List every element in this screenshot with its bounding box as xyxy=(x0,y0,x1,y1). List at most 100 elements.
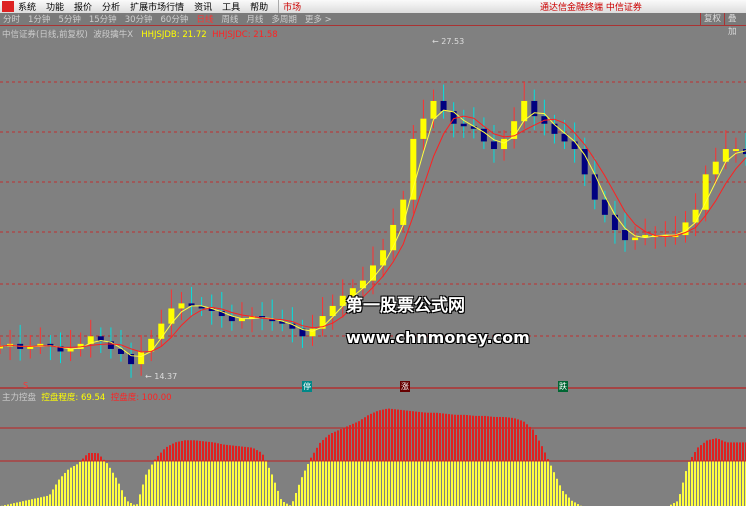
indicator-bar-red xyxy=(499,416,501,462)
candle-body xyxy=(591,174,598,200)
candle-body xyxy=(450,111,457,124)
overlay-button[interactable]: 叠加 xyxy=(724,13,746,37)
period-1min[interactable]: 1分钟 xyxy=(28,15,51,25)
indicator-bar-yellow xyxy=(313,461,315,506)
candle-body xyxy=(107,341,114,349)
period-intraday[interactable]: 分时 xyxy=(3,15,21,25)
indicator-bar-red xyxy=(169,445,171,462)
candle-body xyxy=(622,230,629,241)
indicator-bar-yellow xyxy=(388,461,390,506)
menu-system[interactable]: 系统 xyxy=(18,3,37,13)
indicator-bar-yellow xyxy=(166,461,168,506)
indicator-bar-red xyxy=(409,410,411,462)
indicator-bar-yellow xyxy=(103,461,105,506)
indicator-name[interactable]: 波段擒牛X xyxy=(93,30,134,40)
indicator-bar-yellow xyxy=(172,461,174,506)
indicator-bar-red xyxy=(367,415,369,462)
indicator-bar-yellow xyxy=(298,484,300,506)
app-brand: 通达信金融终端 中信证券 xyxy=(540,3,642,13)
indicator-bar-yellow xyxy=(697,461,699,506)
indicator-bar-red xyxy=(421,412,423,462)
indicator-bar-yellow xyxy=(187,461,189,506)
menu-extended-market[interactable]: 扩展市场行情 xyxy=(130,3,185,13)
indicator-bar-yellow xyxy=(229,461,231,506)
candle-body xyxy=(148,338,155,352)
indicator-bar-red xyxy=(370,413,372,462)
candle-body xyxy=(117,348,124,354)
candle-body xyxy=(682,222,689,236)
indicator-bar-yellow xyxy=(109,467,111,506)
indicator-bar-yellow xyxy=(238,461,240,506)
indicator-bar-yellow xyxy=(196,461,198,506)
indicator-bar-yellow xyxy=(28,499,30,506)
hhjsjdb-value: HHJSJDB: 21.72 xyxy=(141,30,207,40)
indicator-bar-red xyxy=(424,412,426,462)
candle-body xyxy=(208,308,215,311)
candle-body xyxy=(642,235,649,238)
menu-market[interactable]: 市场 xyxy=(278,0,305,13)
indicator-bar-red xyxy=(202,441,204,462)
indicator-bar-yellow xyxy=(154,461,156,506)
candle-body xyxy=(178,303,185,309)
indicator-bar-yellow xyxy=(82,461,84,506)
indicator-bar-red xyxy=(475,415,477,462)
indicator-bar-red xyxy=(544,452,546,462)
period-15min[interactable]: 15分钟 xyxy=(88,15,117,25)
period-multi[interactable]: 多周期 xyxy=(271,15,297,25)
indicator-bar-red xyxy=(160,452,162,462)
indicator-bar-yellow xyxy=(7,504,9,506)
indicator-bar-yellow xyxy=(436,461,438,506)
indicator-bar-yellow xyxy=(358,461,360,506)
indicator-bar-red xyxy=(208,441,210,462)
indicator-bar-red xyxy=(232,445,234,462)
indicator-bar-red xyxy=(523,421,525,462)
indicator-bar-red xyxy=(436,412,438,462)
candle-body xyxy=(380,250,387,266)
period-weekly[interactable]: 周线 xyxy=(221,15,239,25)
period-5min[interactable]: 5分钟 xyxy=(58,15,81,25)
indicator-bar-yellow xyxy=(382,461,384,506)
indicator-bar-yellow xyxy=(487,461,489,506)
period-more[interactable]: 更多 > xyxy=(304,15,332,25)
candle-body xyxy=(37,343,44,347)
indicator-pane-name[interactable]: 主力控盘 xyxy=(2,393,37,403)
indicator-bar-yellow xyxy=(148,469,150,506)
indicator-bar-red xyxy=(310,457,312,462)
period-60min[interactable]: 60分钟 xyxy=(160,15,189,25)
indicator-bar-yellow xyxy=(277,490,279,506)
period-daily[interactable]: 日线 xyxy=(196,15,214,25)
candle-body xyxy=(410,138,417,200)
indicator-bar-yellow xyxy=(550,465,552,506)
indicator-bar-yellow xyxy=(691,461,693,506)
period-30min[interactable]: 30分钟 xyxy=(124,15,153,25)
indicator-bar-yellow xyxy=(268,467,270,506)
indicator-bar-yellow xyxy=(247,461,249,506)
menu-function[interactable]: 功能 xyxy=(46,3,65,13)
indicator-bar-red xyxy=(313,452,315,462)
indicator-bar-yellow xyxy=(373,461,375,506)
indicator-bar-yellow xyxy=(679,494,681,506)
adjust-button[interactable]: 复权 xyxy=(700,13,724,26)
menu-analysis[interactable]: 分析 xyxy=(102,3,121,13)
indicator-bar-red xyxy=(388,408,390,462)
indicator-bar-red xyxy=(706,440,708,462)
indicator-bar-yellow xyxy=(367,461,369,506)
indicator-bar-yellow xyxy=(508,461,510,506)
indicator-bar-red xyxy=(181,440,183,462)
candle-body xyxy=(158,323,165,339)
indicator-bar-red xyxy=(730,442,732,462)
indicator-bar-yellow xyxy=(397,461,399,506)
menu-quote[interactable]: 报价 xyxy=(74,3,93,13)
period-monthly[interactable]: 月线 xyxy=(246,15,264,25)
indicator-bar-red xyxy=(418,411,420,462)
indicator-bar-yellow xyxy=(718,461,720,506)
menu-tools[interactable]: 工具 xyxy=(222,3,241,13)
menu-news[interactable]: 资讯 xyxy=(194,3,213,13)
candle-body xyxy=(480,128,487,142)
indicator-bar-red xyxy=(358,421,360,462)
indicator-bar-yellow xyxy=(259,461,261,506)
indicator-bar-yellow xyxy=(538,461,540,506)
menu-help[interactable]: 帮助 xyxy=(250,3,269,13)
indicator-bar-yellow xyxy=(256,461,258,506)
